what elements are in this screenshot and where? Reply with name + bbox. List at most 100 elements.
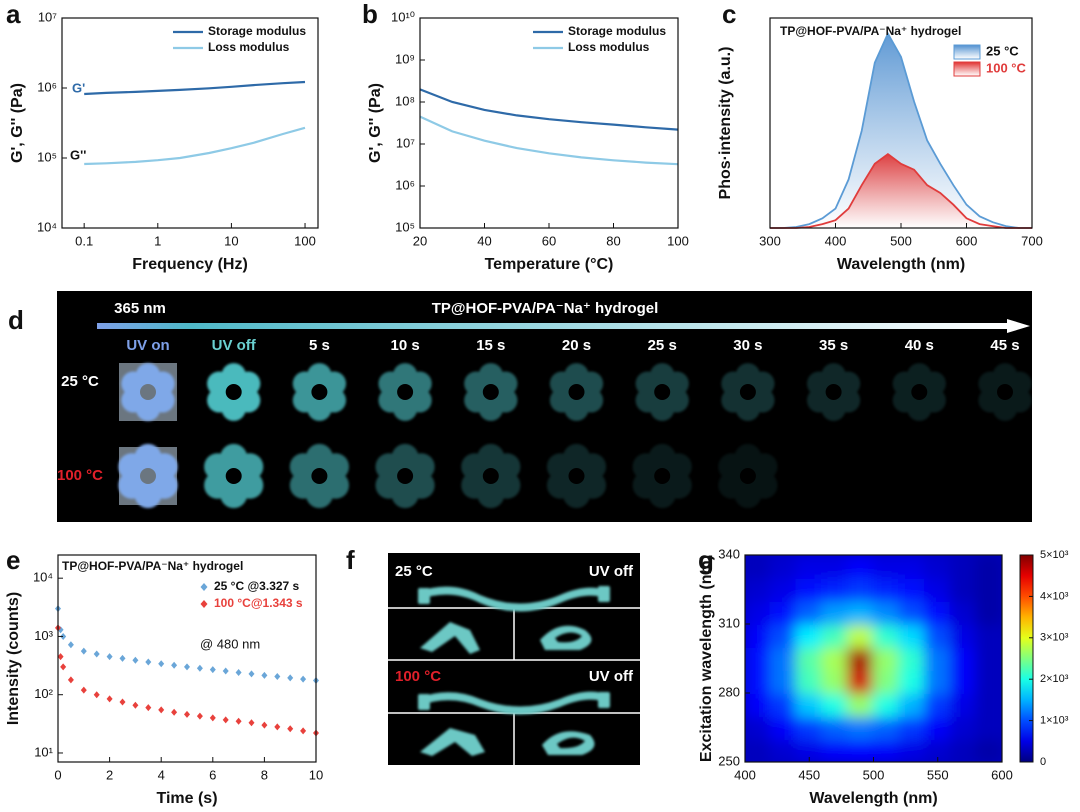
legend-label: Storage modulus — [568, 24, 666, 38]
data-point — [93, 691, 100, 699]
data-point — [300, 727, 307, 735]
panel-label: c — [722, 0, 736, 29]
data-point — [209, 666, 216, 674]
x-tick-label: 8 — [261, 767, 268, 782]
heat-cell — [949, 623, 978, 648]
heat-cell — [745, 715, 772, 740]
heat-cell — [872, 669, 901, 694]
heat-cell — [872, 715, 901, 740]
x-tick-label: 2 — [106, 767, 113, 782]
colorbar-label: 5×10³ — [1040, 549, 1069, 561]
x-tick-label: 600 — [991, 767, 1013, 782]
x-tick-label: 0 — [54, 767, 61, 782]
x-tick-label: 550 — [927, 767, 949, 782]
y-tick-label: 10³ — [34, 628, 53, 643]
sample-hole — [140, 384, 156, 400]
heat-cell — [975, 669, 1002, 694]
heat-cell — [872, 555, 901, 579]
heat-cell — [898, 738, 926, 762]
data-point — [93, 650, 100, 658]
heat-cell — [923, 669, 952, 694]
legend-label: 25 °C @3.327 s — [214, 579, 300, 593]
sample-hole — [654, 468, 671, 484]
column-label: 40 s — [905, 337, 934, 354]
column-label: 25 s — [648, 337, 677, 354]
x-axis-title: Time (s) — [156, 790, 217, 807]
data-point — [196, 712, 203, 720]
heat-cell — [769, 669, 798, 694]
heat-cell — [923, 600, 952, 625]
heat-cell — [769, 623, 798, 648]
data-point — [235, 669, 242, 677]
y-axis-title: Intensity (counts) — [5, 592, 22, 725]
heat-cell — [949, 738, 978, 762]
data-point — [300, 675, 307, 683]
heat-cell — [795, 555, 824, 579]
heat-cell — [821, 555, 849, 579]
area-fill — [770, 154, 1032, 228]
heat-cell — [795, 577, 824, 602]
temp-label: 25 °C — [395, 563, 433, 580]
heat-cell — [975, 623, 1002, 648]
heat-cell — [923, 692, 952, 717]
x-tick-label: 100 — [294, 233, 316, 248]
x-tick-label: 20 — [413, 233, 427, 248]
y-axis-title: G', G'' (Pa) — [367, 83, 384, 163]
sample-hole — [911, 384, 928, 400]
heat-cell — [949, 555, 978, 579]
heat-cell — [949, 577, 978, 602]
sample-hole — [825, 384, 842, 400]
state-label: UV off — [589, 563, 634, 580]
heat-cell — [872, 738, 901, 762]
colorbar-label: 2×10³ — [1040, 673, 1069, 685]
heat-cell — [846, 577, 875, 602]
heat-cell — [846, 623, 875, 648]
annotation: G'' — [70, 147, 86, 162]
x-tick-label: 400 — [825, 233, 847, 248]
heat-cell — [949, 669, 978, 694]
y-tick-label: 10¹⁰ — [391, 9, 415, 24]
heat-cell — [898, 646, 926, 671]
sample-hole — [568, 384, 585, 400]
x-tick-label: 80 — [606, 233, 620, 248]
x-tick-label: 60 — [542, 233, 556, 248]
colorbar-label: 1×10³ — [1040, 715, 1069, 727]
legend-label: 100 °C@1.343 s — [214, 596, 303, 610]
heat-cell — [846, 669, 875, 694]
data-point — [171, 661, 178, 669]
heat-cell — [975, 738, 1002, 762]
heatmap-cells — [745, 555, 1002, 762]
data-point — [235, 717, 242, 725]
x-tick-label: 500 — [863, 767, 885, 782]
y-tick-label: 280 — [718, 684, 740, 699]
x-tick-label: 10 — [224, 233, 238, 248]
row-label: 100 °C — [57, 467, 103, 484]
sample-hole — [397, 384, 414, 400]
arrow-head — [1007, 319, 1030, 333]
legend-label: 25 °C — [986, 43, 1019, 58]
heat-cell — [898, 669, 926, 694]
heat-cell — [769, 646, 798, 671]
x-tick-label: 300 — [759, 233, 781, 248]
sample-hole — [568, 468, 585, 484]
heat-cell — [872, 692, 901, 717]
y-tick-label: 10⁴ — [37, 219, 57, 234]
heat-cell — [975, 600, 1002, 625]
heatmap — [745, 555, 1002, 762]
legend-swatch — [200, 600, 208, 608]
panel-label: a — [6, 0, 21, 29]
heat-cell — [923, 555, 952, 579]
sample-hole — [739, 384, 756, 400]
heat-cell — [769, 738, 798, 762]
heat-cell — [795, 692, 824, 717]
data-point — [158, 660, 165, 668]
data-point — [119, 654, 126, 662]
legend-label: Loss modulus — [208, 40, 290, 54]
x-tick-label: 100 — [667, 233, 689, 248]
data-point — [67, 641, 74, 649]
heat-cell — [821, 669, 849, 694]
colorbar-label: 3×10³ — [1040, 632, 1069, 644]
heat-cell — [949, 646, 978, 671]
data-point — [132, 701, 139, 709]
